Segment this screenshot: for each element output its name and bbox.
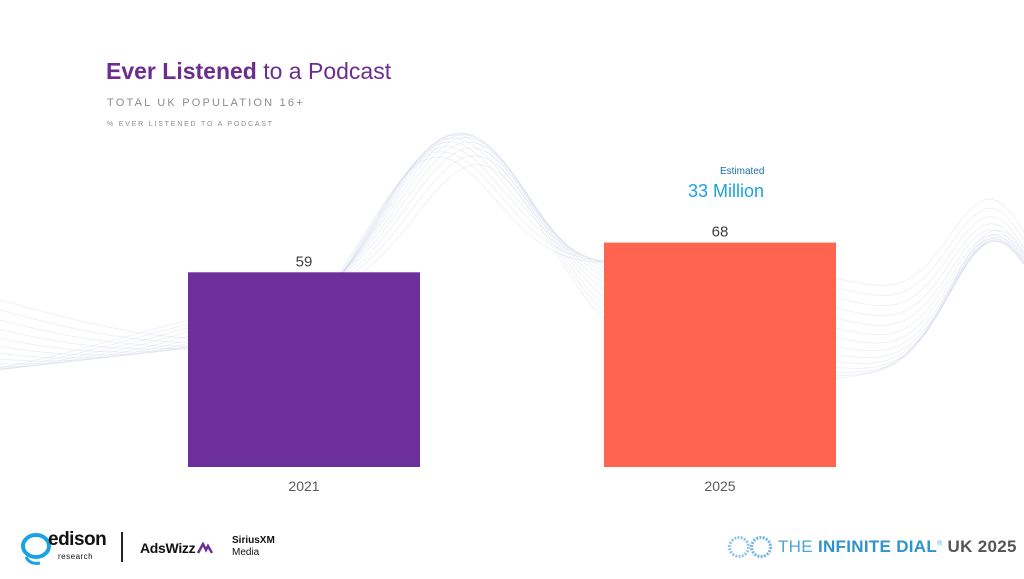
title-rest: to a Podcast <box>256 58 392 84</box>
adswizz-wordmark: AdsWizz <box>140 540 196 556</box>
siriusxm-wordmark: SiriusXM <box>232 535 275 546</box>
wave-line <box>0 132 1024 359</box>
data-label-2025: 68 <box>712 224 729 241</box>
wave-line <box>0 151 1024 344</box>
wave-line <box>0 147 1024 373</box>
adswizz-mark-icon <box>197 541 214 554</box>
wave-line <box>0 141 1024 370</box>
edison-wordmark: edison <box>48 529 107 550</box>
wave-line <box>0 133 1024 365</box>
wave-line <box>0 164 1024 380</box>
infinite-name: INFINITE DIAL <box>817 537 938 556</box>
wave-line <box>0 156 1024 340</box>
bar-2025 <box>604 242 836 467</box>
wave-line <box>0 155 1024 377</box>
infinite-the: THE <box>778 537 818 556</box>
wave-line <box>0 141 1024 350</box>
siriusxm-media-text: Media <box>232 547 260 558</box>
bar-2021 <box>188 272 420 467</box>
x-tick-label-2021: 2021 <box>288 478 319 494</box>
wave-line <box>0 134 1024 356</box>
title-bold: Ever Listened <box>106 58 257 84</box>
wave-line <box>0 132 1024 362</box>
adswizz-logo: AdsWizz <box>140 540 214 556</box>
page-title: Ever Listened to a Podcast <box>106 58 391 85</box>
data-label-2021: 59 <box>296 253 313 270</box>
infinite-reg: ® <box>937 540 943 548</box>
infinite-tail: UK 2025 <box>942 537 1017 556</box>
estimated-label: Estimated <box>720 166 765 177</box>
footer-divider <box>121 532 123 562</box>
chart-caption: % EVER LISTENED TO A PODCAST <box>107 121 274 128</box>
wave-line <box>0 137 1024 353</box>
subtitle: TOTAL UK POPULATION 16+ <box>107 97 305 109</box>
infinite-dial-wordmark: THE INFINITE DIAL® UK 2025 <box>778 537 1017 557</box>
wave-line <box>0 136 1024 368</box>
x-tick-label-2025: 2025 <box>704 478 735 494</box>
estimated-value: 33 Million <box>688 181 765 201</box>
edison-logo-icon <box>21 533 51 565</box>
wave-line <box>0 146 1024 347</box>
edison-subtext: research <box>58 552 94 561</box>
infinite-dial-logo-icon <box>728 536 772 558</box>
